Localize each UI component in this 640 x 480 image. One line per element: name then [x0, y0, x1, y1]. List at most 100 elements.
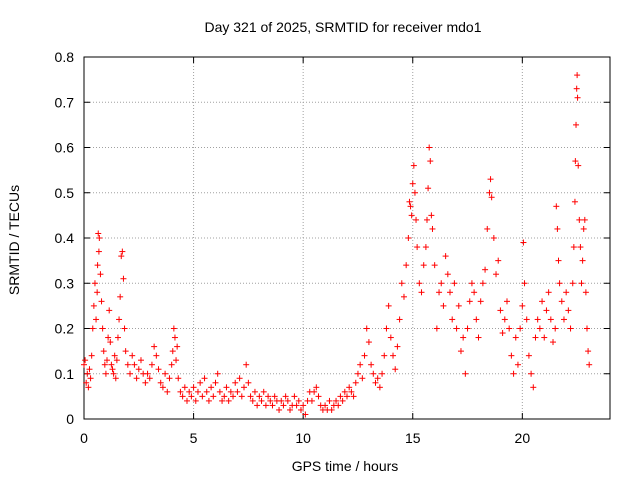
- data-point: [466, 298, 473, 305]
- y-tick-label: 0.5: [55, 185, 75, 201]
- data-point: [425, 185, 432, 192]
- data-point: [164, 388, 171, 395]
- data-point: [372, 379, 379, 386]
- data-point: [357, 361, 364, 368]
- data-point: [107, 339, 114, 346]
- data-point: [530, 384, 537, 391]
- data-point: [247, 393, 254, 400]
- data-point: [555, 257, 562, 264]
- x-tick-label: 5: [190, 430, 198, 446]
- data-point: [579, 257, 586, 264]
- data-point: [114, 334, 121, 341]
- data-point: [86, 366, 93, 373]
- data-point: [335, 402, 342, 409]
- data-point: [398, 280, 405, 287]
- data-point: [179, 393, 186, 400]
- data-point: [84, 370, 91, 377]
- data-point: [581, 216, 588, 223]
- data-point: [519, 302, 526, 309]
- data-point: [565, 307, 572, 314]
- data-point: [477, 298, 484, 305]
- data-point: [203, 388, 210, 395]
- data-point: [553, 203, 560, 210]
- x-axis-label: GPS time / hours: [292, 458, 399, 474]
- data-point: [560, 316, 567, 323]
- y-tick-label: 0.1: [55, 366, 75, 382]
- data-point: [157, 379, 164, 386]
- data-point: [170, 325, 177, 332]
- data-point: [129, 352, 136, 359]
- data-point: [444, 271, 451, 278]
- data-point: [87, 375, 94, 382]
- data-point: [569, 280, 576, 287]
- data-point: [194, 388, 201, 395]
- data-point: [295, 397, 302, 404]
- data-point: [552, 325, 559, 332]
- data-point: [269, 402, 276, 409]
- data-point: [407, 203, 414, 210]
- data-point: [221, 393, 228, 400]
- data-point: [514, 361, 521, 368]
- data-point: [427, 158, 434, 165]
- y-axis-label: SRMTID / TECUs: [6, 185, 22, 295]
- data-point: [381, 352, 388, 359]
- data-point: [582, 289, 589, 296]
- data-point: [451, 280, 458, 287]
- data-point: [352, 379, 359, 386]
- data-point: [455, 302, 462, 309]
- data-point: [420, 262, 427, 269]
- data-point: [436, 289, 443, 296]
- data-point: [117, 293, 124, 300]
- data-point: [223, 384, 230, 391]
- data-point: [260, 388, 267, 395]
- data-point: [245, 379, 252, 386]
- data-point: [429, 225, 436, 232]
- data-point: [573, 85, 580, 92]
- data-point: [350, 393, 357, 400]
- data-point: [545, 289, 552, 296]
- data-point: [508, 352, 515, 359]
- axis-ticks: 0 0.1 0.2 0.3 0.4 0.5 0.6 0.7 0.8 0 5 10 15 20: [55, 49, 610, 446]
- data-point: [177, 388, 184, 395]
- y-tick-label: 0: [66, 411, 74, 427]
- data-point: [116, 316, 123, 323]
- data-point: [119, 248, 126, 255]
- data-point: [337, 393, 344, 400]
- data-point: [344, 393, 350, 400]
- data-point: [251, 388, 258, 395]
- data-point: [490, 235, 497, 241]
- data-point: [468, 280, 475, 287]
- data-point: [520, 239, 527, 246]
- data-point: [408, 212, 415, 219]
- data-point: [94, 289, 101, 296]
- data-point: [171, 334, 178, 341]
- data-point: [94, 262, 101, 269]
- data-point: [267, 397, 274, 404]
- data-point: [368, 361, 375, 368]
- data-point: [525, 352, 532, 359]
- data-point: [348, 388, 355, 395]
- data-point: [83, 379, 90, 386]
- data-point: [577, 244, 584, 251]
- data-point: [406, 198, 413, 205]
- data-point: [293, 402, 300, 409]
- data-point: [181, 384, 188, 391]
- data-point: [423, 216, 430, 223]
- data-point: [365, 339, 372, 346]
- data-point: [532, 334, 539, 341]
- data-point: [428, 212, 435, 219]
- data-point: [572, 158, 579, 165]
- chart-title: Day 321 of 2025, SRMTID for receiver mdo…: [204, 19, 481, 35]
- data-point: [573, 121, 580, 128]
- y-tick-label: 0.7: [55, 94, 75, 110]
- data-point: [197, 379, 204, 386]
- data-point: [453, 325, 460, 332]
- x-tick-label: 0: [80, 430, 88, 446]
- data-point: [184, 397, 191, 404]
- data-point: [95, 230, 102, 237]
- data-point: [392, 366, 399, 373]
- data-point: [234, 388, 241, 395]
- data-point: [534, 316, 541, 323]
- data-point: [574, 94, 581, 101]
- data-point: [159, 384, 166, 391]
